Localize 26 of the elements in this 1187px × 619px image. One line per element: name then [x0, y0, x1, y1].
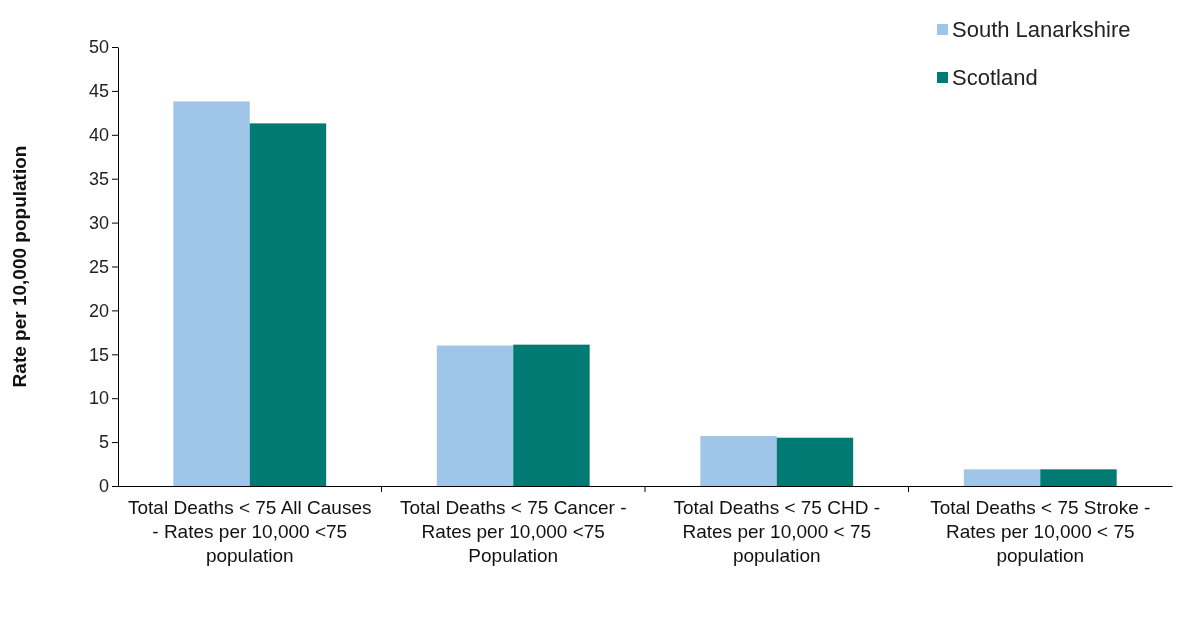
bar: [173, 101, 250, 486]
y-tick-label: 50: [88, 37, 109, 58]
bar: [700, 435, 777, 486]
y-axis-title: Rate per 10,000 population: [9, 145, 30, 388]
bar: [436, 345, 514, 486]
y-tick-label: 30: [88, 212, 109, 233]
legend-label: South Lanarkshire: [952, 17, 1131, 42]
x-tick-label: Total Deaths < 75 Stroke - Rates per 10,000 < 75 population: [930, 497, 1151, 566]
y-tick-label: 15: [88, 344, 109, 365]
bar: [963, 469, 1041, 486]
bar: [249, 123, 327, 486]
y-tick-label: 45: [88, 81, 109, 102]
bar: [513, 344, 590, 486]
y-tick-label: 40: [88, 125, 109, 146]
bar: [1040, 469, 1117, 486]
x-tick-label: Total Deaths < 75 All Causes - Rates per 10,000 <75 population: [128, 497, 372, 566]
y-tick-label: 5: [98, 432, 109, 453]
bar: [776, 437, 854, 486]
y-tick-label: 35: [88, 168, 109, 189]
y-tick-label: 25: [88, 256, 109, 277]
x-tick-label: Total Deaths < 75 Cancer - Rates per 10,000 <75 Population: [399, 497, 627, 566]
x-tick-label: Total Deaths < 75 CHD - Rates per 10,000 < 75 population: [673, 497, 880, 566]
legend-label: Scotland: [952, 65, 1038, 90]
y-tick-label: 20: [88, 300, 109, 321]
y-tick-label: 0: [98, 476, 109, 497]
y-tick-label: 10: [88, 388, 109, 409]
